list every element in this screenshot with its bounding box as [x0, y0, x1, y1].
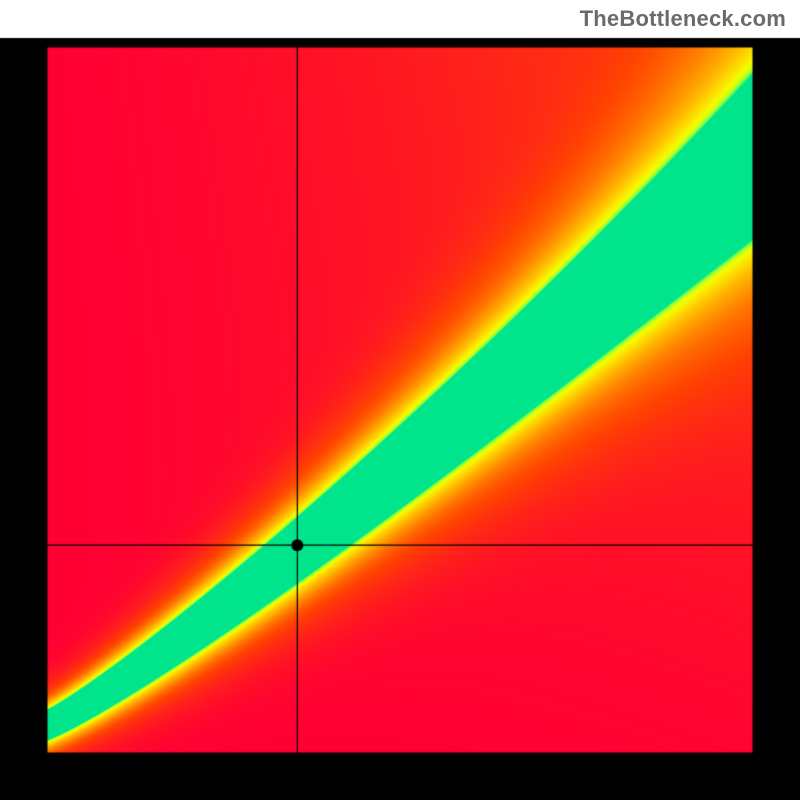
- watermark-text: TheBottleneck.com: [580, 6, 786, 32]
- chart-container: TheBottleneck.com: [0, 0, 800, 800]
- bottleneck-heatmap-canvas: [0, 0, 800, 800]
